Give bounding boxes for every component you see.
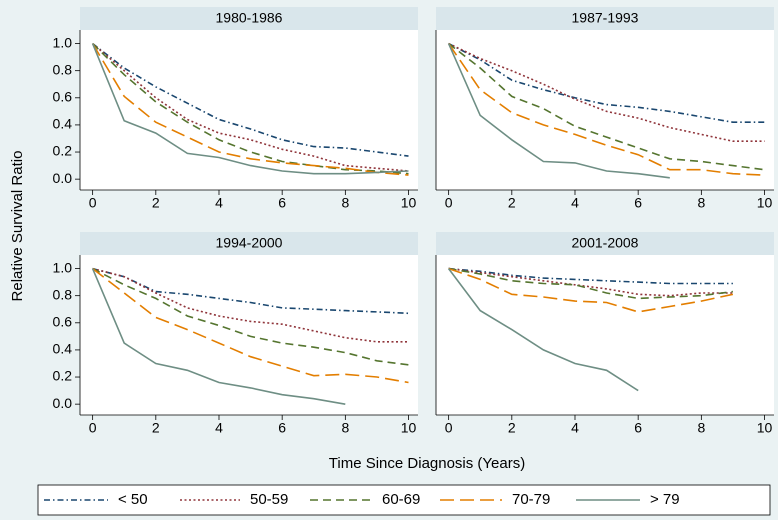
series-line [92, 267, 409, 343]
legend-label: 60-69 [382, 491, 420, 508]
x-tick-label: 10 [401, 195, 417, 211]
x-tick-label: 6 [278, 195, 286, 211]
series-line [447, 43, 670, 179]
y-tick-label: 0.6 [53, 88, 73, 104]
series-line [91, 43, 409, 175]
series-line [448, 42, 765, 142]
plot-area [436, 255, 774, 415]
x-tick-label: 2 [152, 195, 160, 211]
series-line [448, 267, 734, 300]
series-line [448, 42, 765, 123]
y-tick-label: 1.0 [53, 259, 73, 275]
series-line [92, 42, 409, 157]
series-line [91, 268, 346, 405]
series-line [91, 43, 409, 176]
y-tick-label: 0.4 [53, 116, 73, 132]
x-tick-label: 2 [508, 195, 516, 211]
y-tick-label: 1.0 [53, 34, 73, 50]
legend-box [37, 484, 771, 516]
y-axis-label: Relative Survival Ratio [9, 151, 26, 302]
series-line [448, 42, 765, 171]
x-tick-label: 6 [634, 195, 642, 211]
x-tick-label: 8 [341, 420, 349, 436]
y-tick-label: 0.8 [53, 286, 73, 302]
panel-title: 2001-2008 [572, 235, 639, 251]
x-tick-label: 0 [89, 420, 97, 436]
series-line [92, 267, 409, 384]
plot-area [436, 30, 774, 190]
y-tick-label: 0.2 [53, 368, 73, 384]
x-tick-label: 6 [278, 420, 286, 436]
legend-label: < 50 [118, 491, 148, 508]
panel-title: 1994-2000 [216, 235, 283, 251]
y-tick-label: 0.2 [53, 143, 73, 159]
x-tick-label: 4 [571, 420, 579, 436]
plot-area [80, 255, 418, 415]
legend-label: > 79 [650, 491, 680, 508]
panel-title: 1987-1993 [572, 10, 639, 26]
x-tick-label: 0 [445, 420, 453, 436]
x-tick-label: 10 [401, 420, 417, 436]
x-tick-label: 8 [697, 195, 705, 211]
x-tick-label: 10 [757, 195, 773, 211]
y-tick-label: 0.6 [53, 313, 73, 329]
x-tick-label: 10 [757, 420, 773, 436]
panel-strip [80, 7, 418, 30]
x-tick-label: 8 [697, 420, 705, 436]
x-tick-label: 0 [89, 195, 97, 211]
panel-strip [436, 232, 774, 255]
y-tick-label: 0.4 [53, 341, 73, 357]
y-tick-label: 0.0 [53, 170, 73, 186]
y-tick-label: 0.8 [53, 61, 73, 77]
panel-strip [80, 232, 418, 255]
x-tick-label: 0 [445, 195, 453, 211]
x-tick-label: 2 [508, 420, 516, 436]
legend-label: 70-79 [512, 491, 550, 508]
x-tick-label: 2 [152, 420, 160, 436]
y-tick-label: 0.0 [53, 395, 73, 411]
panel-title: 1980-1986 [216, 10, 283, 26]
plot-area [80, 30, 418, 190]
x-tick-label: 8 [341, 195, 349, 211]
x-tick-label: 4 [215, 195, 223, 211]
series-line [92, 267, 409, 315]
series-line [92, 267, 409, 366]
x-tick-label: 4 [571, 195, 579, 211]
panel-strip [436, 7, 774, 30]
x-tick-label: 4 [215, 420, 223, 436]
series-line [448, 267, 733, 297]
x-tick-label: 6 [634, 420, 642, 436]
series-line [448, 267, 734, 313]
x-axis-label: Time Since Diagnosis (Years) [329, 455, 525, 472]
series-line [447, 43, 765, 176]
legend-label: 50-59 [250, 491, 288, 508]
series-line [92, 42, 409, 172]
series-line [447, 268, 639, 392]
